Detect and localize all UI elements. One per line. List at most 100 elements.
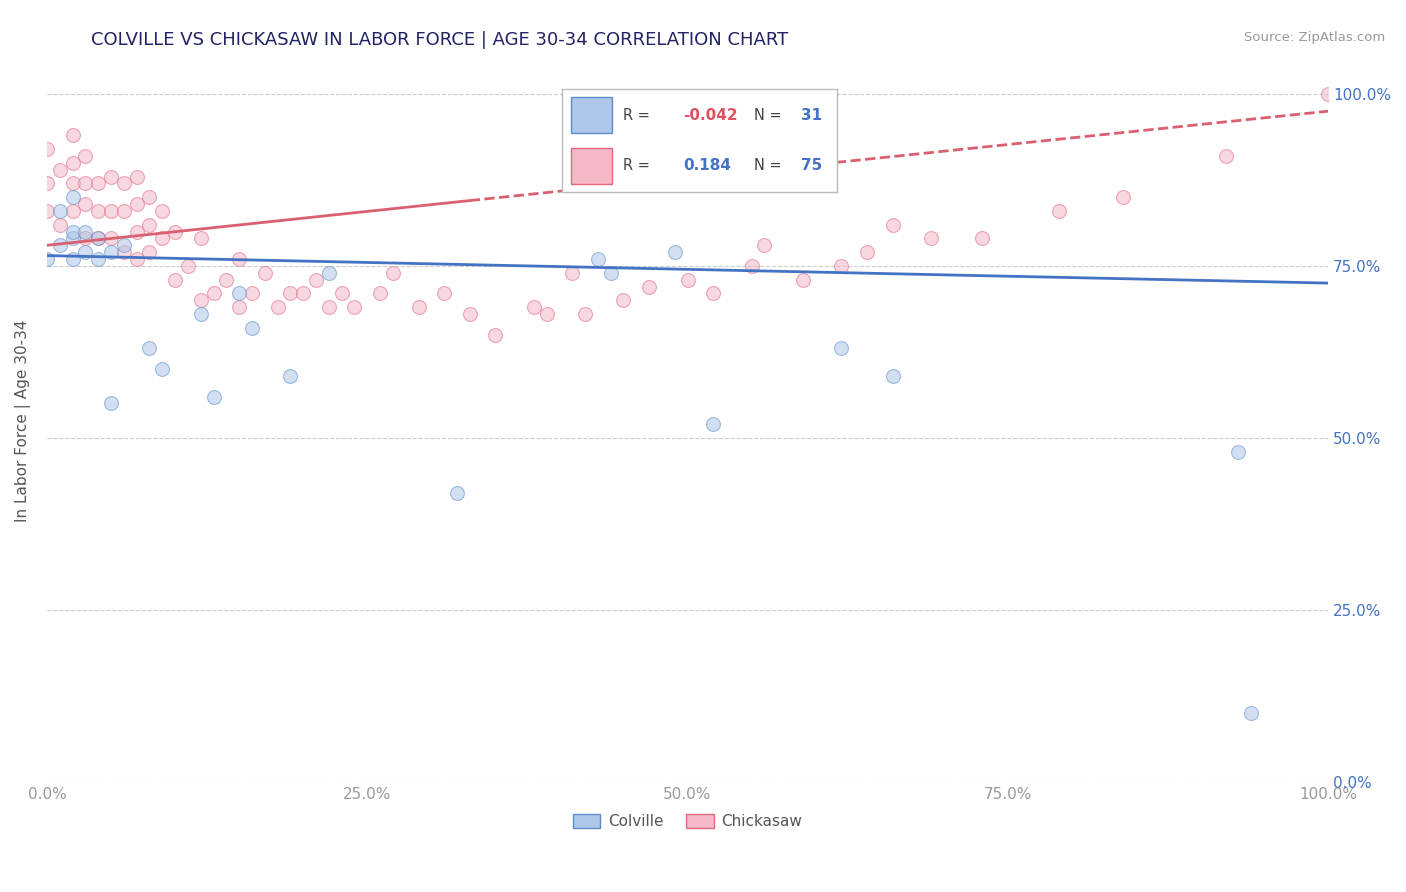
Point [458,307,481,321]
Point [35,142,58,156]
Point [87,252,110,266]
Point [87,177,110,191]
Point [150,362,173,376]
Point [612,293,634,308]
Point [75,149,97,163]
Point [202,286,225,301]
Point [330,286,353,301]
Point [292,286,315,301]
Point [882,368,904,383]
Point [586,252,609,266]
Point [253,266,276,280]
Point [49,218,72,232]
Text: 0.184: 0.184 [683,158,731,173]
Point [165,225,187,239]
Point [138,218,160,232]
Point [664,245,686,260]
Point [62,128,84,143]
Point [228,252,250,266]
Point [318,266,340,280]
Point [305,273,328,287]
Point [484,327,506,342]
Y-axis label: In Labor Force | Age 30-34: In Labor Force | Age 30-34 [15,319,31,522]
Point [49,203,72,218]
Point [882,218,904,232]
Bar [571,148,612,184]
Text: COLVILLE VS CHICKASAW IN LABOR FORCE | AGE 30-34 CORRELATION CHART: COLVILLE VS CHICKASAW IN LABOR FORCE | A… [91,31,789,49]
Point [920,231,942,245]
Point [1112,190,1135,204]
Point [150,231,173,245]
Point [702,417,724,431]
Point [62,252,84,266]
Point [35,252,58,266]
Point [190,293,212,308]
Legend: Colville, Chickasaw: Colville, Chickasaw [567,808,808,836]
Point [100,203,122,218]
Point [125,225,148,239]
Point [266,300,288,314]
Point [165,273,187,287]
Point [1047,203,1070,218]
Point [100,245,122,260]
Text: Source: ZipAtlas.com: Source: ZipAtlas.com [1244,31,1385,45]
Point [1317,87,1340,101]
Point [433,286,456,301]
Point [62,203,84,218]
Point [702,286,724,301]
Point [343,300,366,314]
Point [1227,444,1250,458]
Point [830,259,852,273]
Point [523,300,546,314]
Point [75,231,97,245]
Point [381,266,404,280]
Point [112,177,135,191]
Point [1240,706,1263,720]
Point [228,300,250,314]
Point [318,300,340,314]
Point [1215,149,1237,163]
Point [240,286,263,301]
Point [125,197,148,211]
Point [87,231,110,245]
Point [35,203,58,218]
Point [177,259,200,273]
Point [112,245,135,260]
Point [138,190,160,204]
Point [228,286,250,301]
Point [138,342,160,356]
Point [62,155,84,169]
Point [150,203,173,218]
Point [75,197,97,211]
Point [599,266,621,280]
Point [202,390,225,404]
Point [561,266,583,280]
Point [446,486,468,500]
Point [240,320,263,334]
Point [35,177,58,191]
Point [100,231,122,245]
Point [830,342,852,356]
Point [112,203,135,218]
Text: N =: N = [754,158,786,173]
Point [112,238,135,252]
Point [972,231,994,245]
Point [408,300,430,314]
Point [75,225,97,239]
Point [792,273,814,287]
Point [87,231,110,245]
Text: 31: 31 [801,108,823,123]
Point [49,162,72,177]
Point [280,368,302,383]
Point [87,203,110,218]
Point [62,225,84,239]
Point [280,286,302,301]
Point [138,245,160,260]
Point [125,169,148,184]
Point [62,190,84,204]
Point [215,273,238,287]
Bar [571,97,612,133]
Point [638,279,661,293]
Point [536,307,558,321]
Point [190,307,212,321]
